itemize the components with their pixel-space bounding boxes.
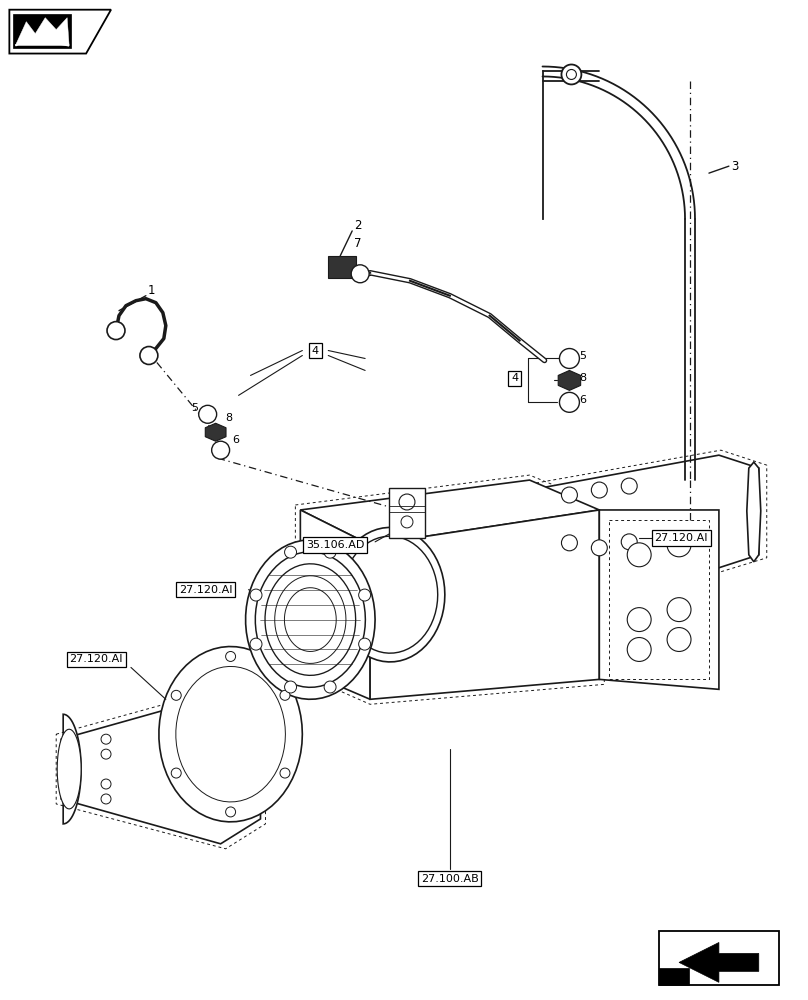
Circle shape [627, 543, 651, 567]
Polygon shape [57, 729, 81, 809]
Polygon shape [529, 455, 759, 568]
Circle shape [250, 589, 262, 601]
Circle shape [562, 535, 578, 551]
Circle shape [280, 690, 290, 700]
Polygon shape [747, 462, 761, 562]
Text: 5: 5 [191, 403, 198, 413]
Circle shape [559, 392, 579, 412]
Circle shape [627, 608, 651, 632]
Polygon shape [205, 423, 226, 441]
Circle shape [284, 546, 297, 558]
Circle shape [621, 478, 638, 494]
Circle shape [225, 651, 236, 661]
Circle shape [566, 69, 576, 79]
Circle shape [171, 690, 181, 700]
Circle shape [199, 405, 217, 423]
Circle shape [225, 807, 236, 817]
Text: 6: 6 [233, 435, 240, 445]
Circle shape [399, 494, 415, 510]
Circle shape [284, 681, 297, 693]
Circle shape [212, 441, 229, 459]
Circle shape [667, 628, 691, 651]
Circle shape [359, 638, 371, 650]
Text: 35.106.AD: 35.106.AD [306, 540, 364, 550]
Text: 27.100.AB: 27.100.AB [421, 874, 478, 884]
Polygon shape [558, 370, 581, 390]
Text: 27.120.AI: 27.120.AI [179, 585, 233, 595]
Bar [14, 14, 71, 48]
Circle shape [101, 779, 111, 789]
Circle shape [171, 768, 181, 778]
Polygon shape [301, 480, 600, 545]
Circle shape [401, 516, 413, 528]
Polygon shape [600, 510, 719, 689]
Circle shape [140, 347, 158, 364]
Text: 27.120.AI: 27.120.AI [654, 533, 708, 543]
Bar [659, 931, 779, 985]
Circle shape [591, 482, 608, 498]
Circle shape [280, 768, 290, 778]
Polygon shape [335, 527, 445, 662]
Circle shape [667, 533, 691, 557]
Polygon shape [63, 714, 81, 824]
Circle shape [101, 734, 111, 744]
Bar [389, 488, 425, 538]
Circle shape [351, 265, 369, 283]
Polygon shape [159, 647, 302, 822]
Circle shape [359, 589, 371, 601]
Text: 6: 6 [579, 395, 587, 405]
Polygon shape [679, 942, 759, 982]
Circle shape [101, 794, 111, 804]
Text: 8: 8 [579, 373, 587, 383]
Polygon shape [246, 540, 375, 699]
Polygon shape [343, 536, 438, 653]
Polygon shape [284, 588, 336, 651]
Polygon shape [370, 510, 600, 699]
Circle shape [627, 638, 651, 661]
Circle shape [562, 487, 578, 503]
Circle shape [324, 681, 336, 693]
Bar [659, 968, 689, 985]
Bar [328, 256, 356, 278]
Text: 2: 2 [354, 219, 362, 232]
Polygon shape [15, 18, 69, 46]
Polygon shape [10, 10, 111, 54]
Text: 1: 1 [148, 284, 155, 297]
Polygon shape [61, 694, 260, 844]
Text: 4: 4 [511, 373, 518, 383]
Text: 7: 7 [354, 237, 362, 250]
Text: 3: 3 [731, 160, 739, 173]
Circle shape [559, 349, 579, 368]
Text: 5: 5 [579, 351, 587, 361]
Polygon shape [301, 510, 370, 699]
Circle shape [621, 534, 638, 550]
Circle shape [591, 540, 608, 556]
Circle shape [101, 749, 111, 759]
Circle shape [562, 65, 582, 84]
Circle shape [324, 546, 336, 558]
Text: 4: 4 [312, 346, 319, 356]
Text: 8: 8 [225, 413, 233, 423]
Text: 27.120.AI: 27.120.AI [69, 654, 123, 664]
Polygon shape [255, 552, 365, 687]
Circle shape [250, 638, 262, 650]
Polygon shape [176, 666, 285, 802]
Polygon shape [275, 576, 346, 663]
Circle shape [667, 598, 691, 622]
Circle shape [107, 322, 125, 340]
Polygon shape [265, 564, 356, 675]
